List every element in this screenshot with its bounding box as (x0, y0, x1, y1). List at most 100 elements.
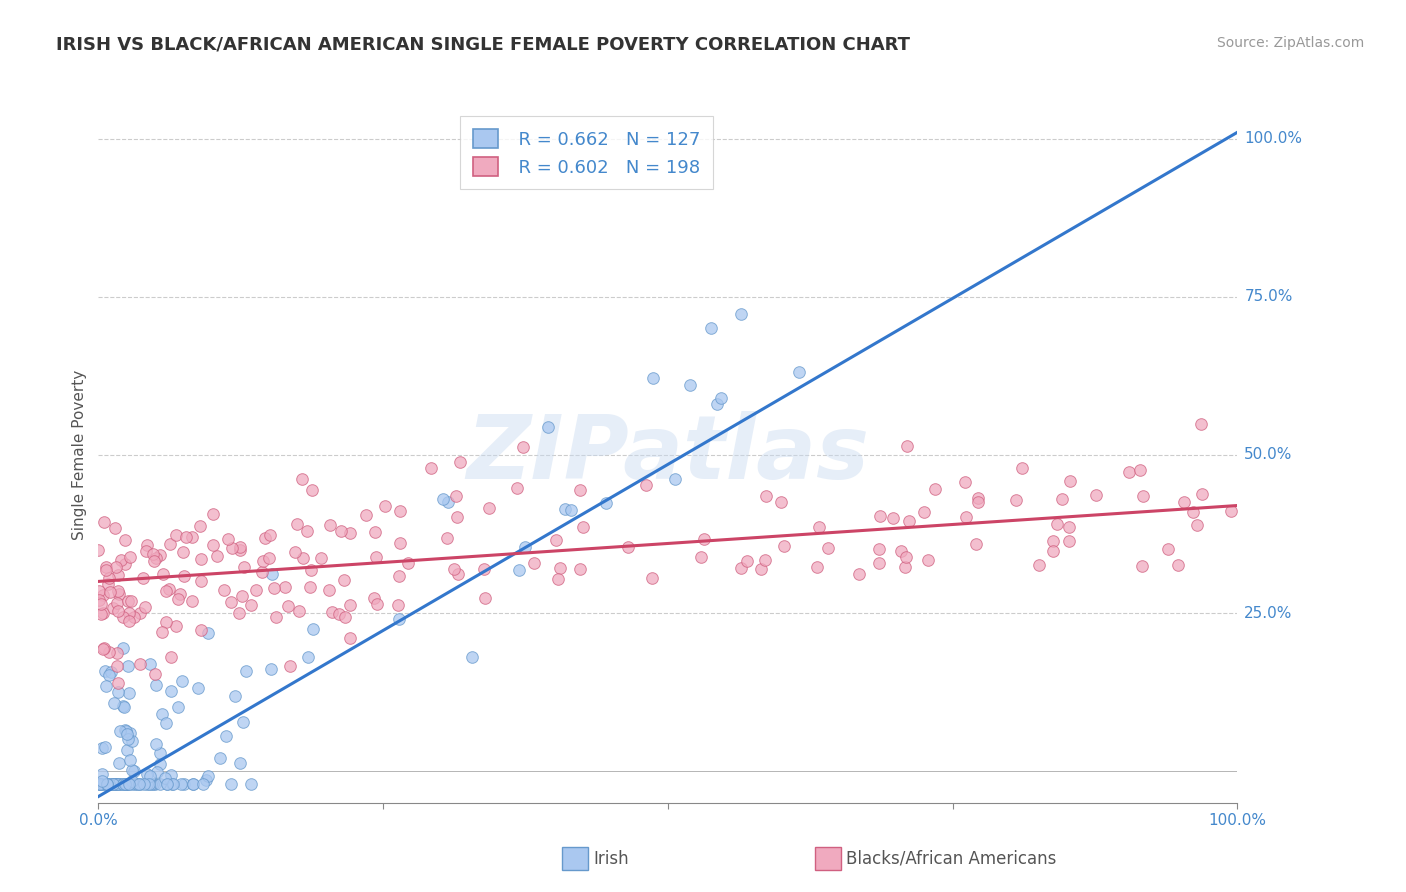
Point (1050, 492, 1073, 507)
Point (110, 553, 132, 567)
Point (769, 495, 792, 509)
Point (101, 777, 124, 791)
Point (121, 734, 143, 748)
Point (101, 777, 124, 791)
Point (107, 777, 129, 791)
Point (173, 777, 195, 791)
Point (128, 777, 150, 791)
Point (233, 560, 256, 574)
Point (250, 565, 273, 579)
Point (335, 610, 357, 624)
Point (751, 562, 773, 576)
Point (149, 756, 172, 771)
Point (209, 751, 232, 765)
Point (107, 684, 129, 698)
Point (93, 515, 115, 529)
Point (136, 777, 159, 791)
Point (118, 777, 141, 791)
Point (188, 519, 211, 533)
Point (139, 777, 162, 791)
Point (1028, 558, 1050, 573)
Y-axis label: Single Female Poverty: Single Female Poverty (72, 370, 87, 540)
Point (730, 561, 752, 575)
Point (254, 531, 277, 545)
Point (955, 510, 977, 524)
Point (1046, 517, 1069, 532)
Point (157, 582, 180, 596)
Point (432, 491, 454, 506)
Point (197, 626, 219, 640)
Point (1181, 505, 1204, 519)
Point (111, 610, 134, 624)
Point (156, 777, 179, 791)
Point (107, 675, 129, 690)
Point (90, 766, 112, 780)
Point (135, 544, 157, 558)
Point (107, 583, 129, 598)
Point (436, 495, 458, 509)
Point (219, 777, 242, 791)
Point (121, 763, 143, 777)
Point (197, 769, 219, 783)
Point (120, 550, 142, 565)
Point (869, 509, 891, 524)
Point (297, 524, 319, 539)
Point (1220, 504, 1243, 518)
Point (444, 489, 467, 503)
Point (115, 727, 138, 741)
Point (94, 563, 117, 577)
Point (896, 439, 918, 453)
Point (319, 518, 342, 533)
Point (478, 500, 501, 515)
Point (259, 528, 281, 542)
Point (560, 502, 582, 516)
Point (240, 777, 263, 791)
Point (181, 530, 204, 544)
Point (679, 377, 702, 392)
Point (912, 505, 935, 519)
Point (138, 769, 160, 783)
Point (112, 777, 135, 791)
Point (107, 603, 129, 617)
Point (882, 511, 904, 525)
Point (138, 777, 160, 791)
Point (105, 659, 128, 673)
Point (145, 550, 167, 565)
Point (201, 539, 224, 553)
Text: 25.0%: 25.0% (1244, 606, 1292, 621)
Point (155, 715, 177, 730)
Point (328, 607, 350, 621)
Point (1084, 488, 1107, 502)
Point (387, 598, 409, 612)
Point (706, 397, 728, 411)
Point (162, 777, 184, 791)
Point (143, 554, 166, 568)
Point (103, 696, 125, 710)
Point (354, 508, 377, 523)
Point (114, 533, 136, 548)
Point (105, 777, 128, 791)
Point (1042, 544, 1064, 558)
Point (122, 610, 145, 624)
Point (90, 774, 112, 789)
Point (232, 715, 254, 730)
Point (150, 706, 173, 721)
Point (93, 641, 115, 656)
Point (568, 562, 591, 576)
Point (252, 554, 274, 568)
Point (121, 777, 143, 791)
Point (117, 594, 139, 608)
Point (547, 572, 569, 586)
Point (91, 606, 114, 620)
Point (191, 777, 214, 791)
Point (229, 540, 252, 554)
Text: 75.0%: 75.0% (1244, 289, 1292, 304)
Point (523, 556, 546, 570)
Point (277, 599, 299, 613)
Text: Blacks/African Americans: Blacks/African Americans (846, 850, 1057, 868)
Point (132, 571, 155, 585)
Point (330, 524, 353, 539)
Point (364, 524, 387, 539)
Point (515, 541, 537, 555)
Point (339, 525, 361, 540)
